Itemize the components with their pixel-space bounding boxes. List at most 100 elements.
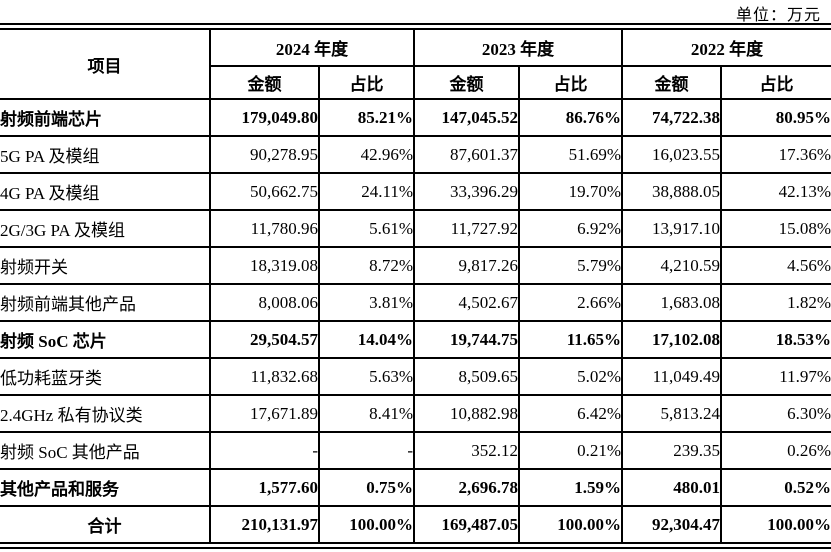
table-row: 其他产品和服务 1,577.60 0.75% 2,696.78 1.59% 480.01 0…: [0, 468, 831, 507]
cell-value: 42.13%: [720, 172, 831, 211]
cell-value: 85.21%: [318, 98, 415, 137]
cell-value: 15.08%: [720, 209, 831, 248]
col-header-ratio-2023: 占比: [518, 65, 623, 100]
cell-value: 239.35: [621, 431, 722, 470]
row-label: 5G PA 及模组: [0, 135, 211, 174]
cell-value: 4,210.59: [621, 246, 722, 285]
cell-value: 16,023.55: [621, 135, 722, 174]
col-header-ratio-2022: 占比: [720, 65, 831, 100]
cell-value: 1,577.60: [209, 468, 320, 507]
row-label: 合计: [0, 505, 211, 547]
row-label: 低功耗蓝牙类: [0, 357, 211, 396]
table-row: 5G PA 及模组 90,278.95 42.96% 87,601.37 51.69% 1…: [0, 135, 831, 174]
cell-value: 8,008.06: [209, 283, 320, 322]
cell-value: 3.81%: [318, 283, 415, 322]
cell-value: 5.79%: [518, 246, 623, 285]
col-header-amount-2024: 金额: [210, 65, 320, 100]
table-row: 2.4GHz 私有协议类 17,671.89 8.41% 10,882.98 6.42%…: [0, 394, 831, 433]
table-row: 合计 210,131.97 100.00% 169,487.05 100.00% 92,3…: [0, 505, 831, 547]
row-label: 射频 SoC 芯片: [0, 320, 211, 359]
cell-value: 5.61%: [318, 209, 415, 248]
cell-value: 0.26%: [720, 431, 831, 470]
cell-value: 29,504.57: [209, 320, 320, 359]
cell-value: 51.69%: [518, 135, 623, 174]
cell-value: 50,662.75: [209, 172, 320, 211]
cell-value: 4,502.67: [413, 283, 520, 322]
cell-value: 1,683.08: [621, 283, 722, 322]
cell-value: 210,131.97: [209, 505, 320, 547]
cell-value: 8.72%: [318, 246, 415, 285]
col-header-amount-2023: 金额: [413, 65, 520, 100]
cell-value: 90,278.95: [209, 135, 320, 174]
row-label: 射频前端芯片: [0, 98, 211, 137]
cell-value: 19.70%: [518, 172, 623, 211]
table-body: 射频前端芯片 179,049.80 85.21% 147,045.52 86.76% 74…: [0, 98, 831, 547]
row-label: 2G/3G PA 及模组: [0, 209, 211, 248]
cell-value: 80.95%: [720, 98, 831, 137]
cell-value: 1.82%: [720, 283, 831, 322]
cell-value: 11,049.49: [621, 357, 722, 396]
cell-value: 179,049.80: [209, 98, 320, 137]
cell-value: 169,487.05: [413, 505, 520, 547]
col-header-year-2022: 2022 年度: [621, 25, 831, 67]
cell-value: 33,396.29: [413, 172, 520, 211]
cell-value: 38,888.05: [621, 172, 722, 211]
cell-value: 86.76%: [518, 98, 623, 137]
cell-value: 6.30%: [720, 394, 831, 433]
col-header-item: 项目: [0, 25, 211, 100]
cell-value: 5.63%: [318, 357, 415, 396]
col-header-year-2023: 2023 年度: [413, 25, 623, 67]
table-header: 项目 2024 年度 2023 年度 2022 年度 金额 占比 金额 占比 金…: [0, 25, 831, 100]
cell-value: 2.66%: [518, 283, 623, 322]
cell-value: 8,509.65: [413, 357, 520, 396]
cell-value: 100.00%: [518, 505, 623, 547]
cell-value: 352.12: [413, 431, 520, 470]
cell-value: 11,832.68: [209, 357, 320, 396]
cell-value: 74,722.38: [621, 98, 722, 137]
cell-value: 13,917.10: [621, 209, 722, 248]
col-header-ratio-2024: 占比: [318, 65, 415, 100]
cell-value: 24.11%: [318, 172, 415, 211]
cell-value: 100.00%: [720, 505, 831, 547]
table-row: 2G/3G PA 及模组 11,780.96 5.61% 11,727.92 6.92%…: [0, 209, 831, 248]
cell-value: 147,045.52: [413, 98, 520, 137]
cell-value: 11,727.92: [413, 209, 520, 248]
table-row: 4G PA 及模组 50,662.75 24.11% 33,396.29 19.70% 3…: [0, 172, 831, 211]
cell-value: 6.42%: [518, 394, 623, 433]
col-header-amount-2022: 金额: [621, 65, 722, 100]
cell-value: 6.92%: [518, 209, 623, 248]
table-row: 射频 SoC 其他产品 - -352.12 0.21% 239.35 0.26%: [0, 431, 831, 470]
cell-value: 0.52%: [720, 468, 831, 507]
cell-value: 87,601.37: [413, 135, 520, 174]
cell-value: 42.96%: [318, 135, 415, 174]
cell-value: 4.56%: [720, 246, 831, 285]
cell-value: 5,813.24: [621, 394, 722, 433]
cell-value: 17,102.08: [621, 320, 722, 359]
cell-value: 2,696.78: [413, 468, 520, 507]
cell-value: 92,304.47: [621, 505, 722, 547]
table-row: 射频 SoC 芯片 29,504.57 14.04% 19,744.75 11.65% 1…: [0, 320, 831, 359]
col-header-year-2024: 2024 年度: [209, 25, 415, 67]
revenue-breakdown-table: 项目 2024 年度 2023 年度 2022 年度 金额 占比 金额 占比 金…: [0, 23, 831, 549]
cell-value: 1.59%: [518, 468, 623, 507]
cell-value: -: [209, 431, 320, 470]
cell-value: 14.04%: [318, 320, 415, 359]
table-row: 射频开关 18,319.08 8.72% 9,817.26 5.79% 4,210.59 4…: [0, 246, 831, 285]
cell-value: 5.02%: [518, 357, 623, 396]
row-label: 射频前端其他产品: [0, 283, 211, 322]
cell-value: 11,780.96: [209, 209, 320, 248]
cell-value: 100.00%: [318, 505, 415, 547]
header-sub-row: 金额 占比 金额 占比 金额 占比: [0, 65, 831, 100]
table-row: 射频前端芯片 179,049.80 85.21% 147,045.52 86.76% 74…: [0, 98, 831, 137]
cell-value: 11.65%: [518, 320, 623, 359]
unit-label: 单位：万元: [735, 7, 821, 24]
cell-value: 11.97%: [720, 357, 831, 396]
row-label: 射频开关: [0, 246, 211, 285]
cell-value: 18.53%: [720, 320, 831, 359]
table-row: 射频前端其他产品 8,008.06 3.81% 4,502.67 2.66% 1,683.…: [0, 283, 831, 322]
cell-value: 8.41%: [318, 394, 415, 433]
table-row: 低功耗蓝牙类 11,832.68 5.63% 8,509.65 5.02% 11,049.…: [0, 357, 831, 396]
cell-value: 0.21%: [518, 431, 623, 470]
row-label: 4G PA 及模组: [0, 172, 211, 211]
